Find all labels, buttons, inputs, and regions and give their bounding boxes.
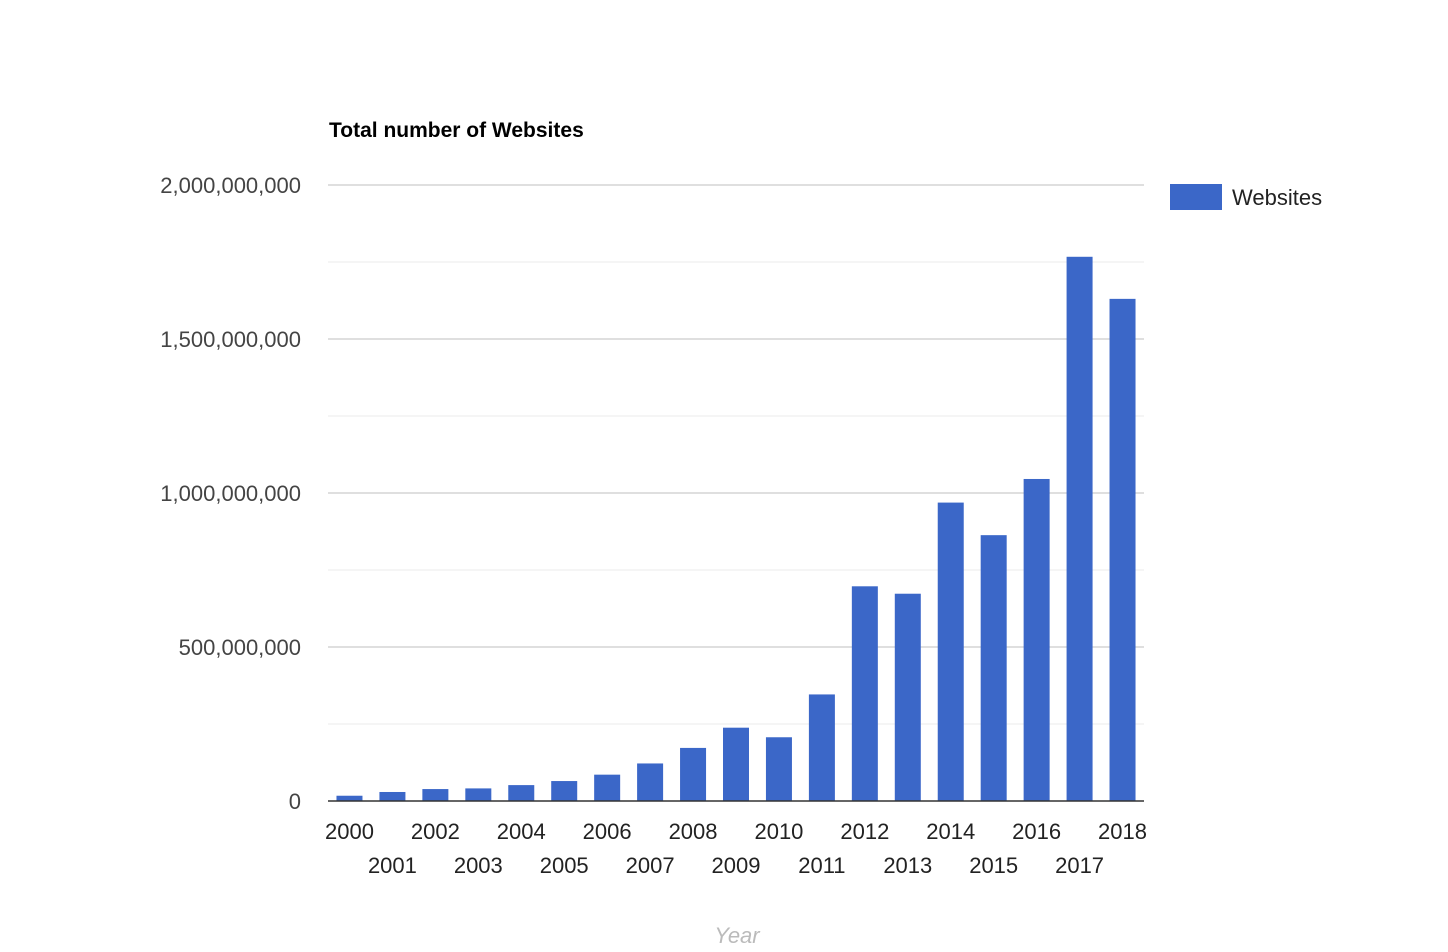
- x-tick-label: 2006: [583, 819, 632, 844]
- x-tick-label: 2004: [497, 819, 546, 844]
- x-tick-label: 2012: [840, 819, 889, 844]
- x-tick-label: 2002: [411, 819, 460, 844]
- x-tick-label: 2018: [1098, 819, 1147, 844]
- x-tick-label: 2013: [883, 853, 932, 878]
- bar-2011: [808, 694, 835, 801]
- y-axis-labels: 0 500,000,000 1,000,000,000 1,500,000,000 2,…: [160, 173, 301, 814]
- bar-2010: [765, 737, 792, 801]
- x-tick-label: 2009: [712, 853, 761, 878]
- x-tick-label: 2015: [969, 853, 1018, 878]
- y-tick-label: 2,000,000,000: [160, 173, 301, 198]
- y-tick-label: 1,500,000,000: [160, 327, 301, 352]
- x-tick-label: 2007: [626, 853, 675, 878]
- bar-2005: [551, 781, 578, 801]
- legend-label: Websites: [1232, 185, 1322, 210]
- bar-2016: [1023, 478, 1050, 801]
- x-tick-label: 2000: [325, 819, 374, 844]
- legend: Websites: [1170, 184, 1322, 210]
- bar-2004: [508, 785, 535, 801]
- bar-2014: [937, 502, 964, 801]
- bar-2013: [894, 593, 921, 801]
- x-tick-label: 2008: [669, 819, 718, 844]
- x-axis-labels: 2000 2001 2002 2003 2004 2005 2006 2007 2008 2009…: [325, 819, 1147, 878]
- y-tick-label: 500,000,000: [179, 635, 301, 660]
- y-tick-label: 0: [289, 789, 301, 814]
- legend-swatch: [1170, 184, 1222, 210]
- gridlines: [328, 184, 1144, 725]
- bar-2006: [594, 774, 621, 801]
- x-tick-label: 2005: [540, 853, 589, 878]
- x-tick-label: 2001: [368, 853, 417, 878]
- bar-2015: [980, 535, 1007, 801]
- x-tick-label: 2011: [798, 853, 845, 878]
- x-tick-label: 2003: [454, 853, 503, 878]
- x-axis-title: Year: [714, 923, 761, 948]
- x-tick-label: 2010: [754, 819, 803, 844]
- bar-2002: [422, 789, 449, 801]
- bar-2008: [680, 747, 707, 801]
- bar-2007: [637, 763, 664, 801]
- bar-2003: [465, 788, 492, 801]
- bar-2000: [336, 795, 363, 801]
- bar-2009: [723, 727, 749, 801]
- bars: [336, 256, 1136, 802]
- bar-2018: [1109, 298, 1136, 801]
- x-tick-label: 2017: [1055, 853, 1104, 878]
- bar-2017: [1066, 256, 1093, 802]
- bar-2001: [379, 791, 406, 801]
- x-tick-label: 2016: [1012, 819, 1061, 844]
- bar-2012: [851, 586, 878, 801]
- y-tick-label: 1,000,000,000: [160, 481, 301, 506]
- chart-title: Total number of Websites: [329, 119, 584, 142]
- x-tick-label: 2014: [926, 819, 975, 844]
